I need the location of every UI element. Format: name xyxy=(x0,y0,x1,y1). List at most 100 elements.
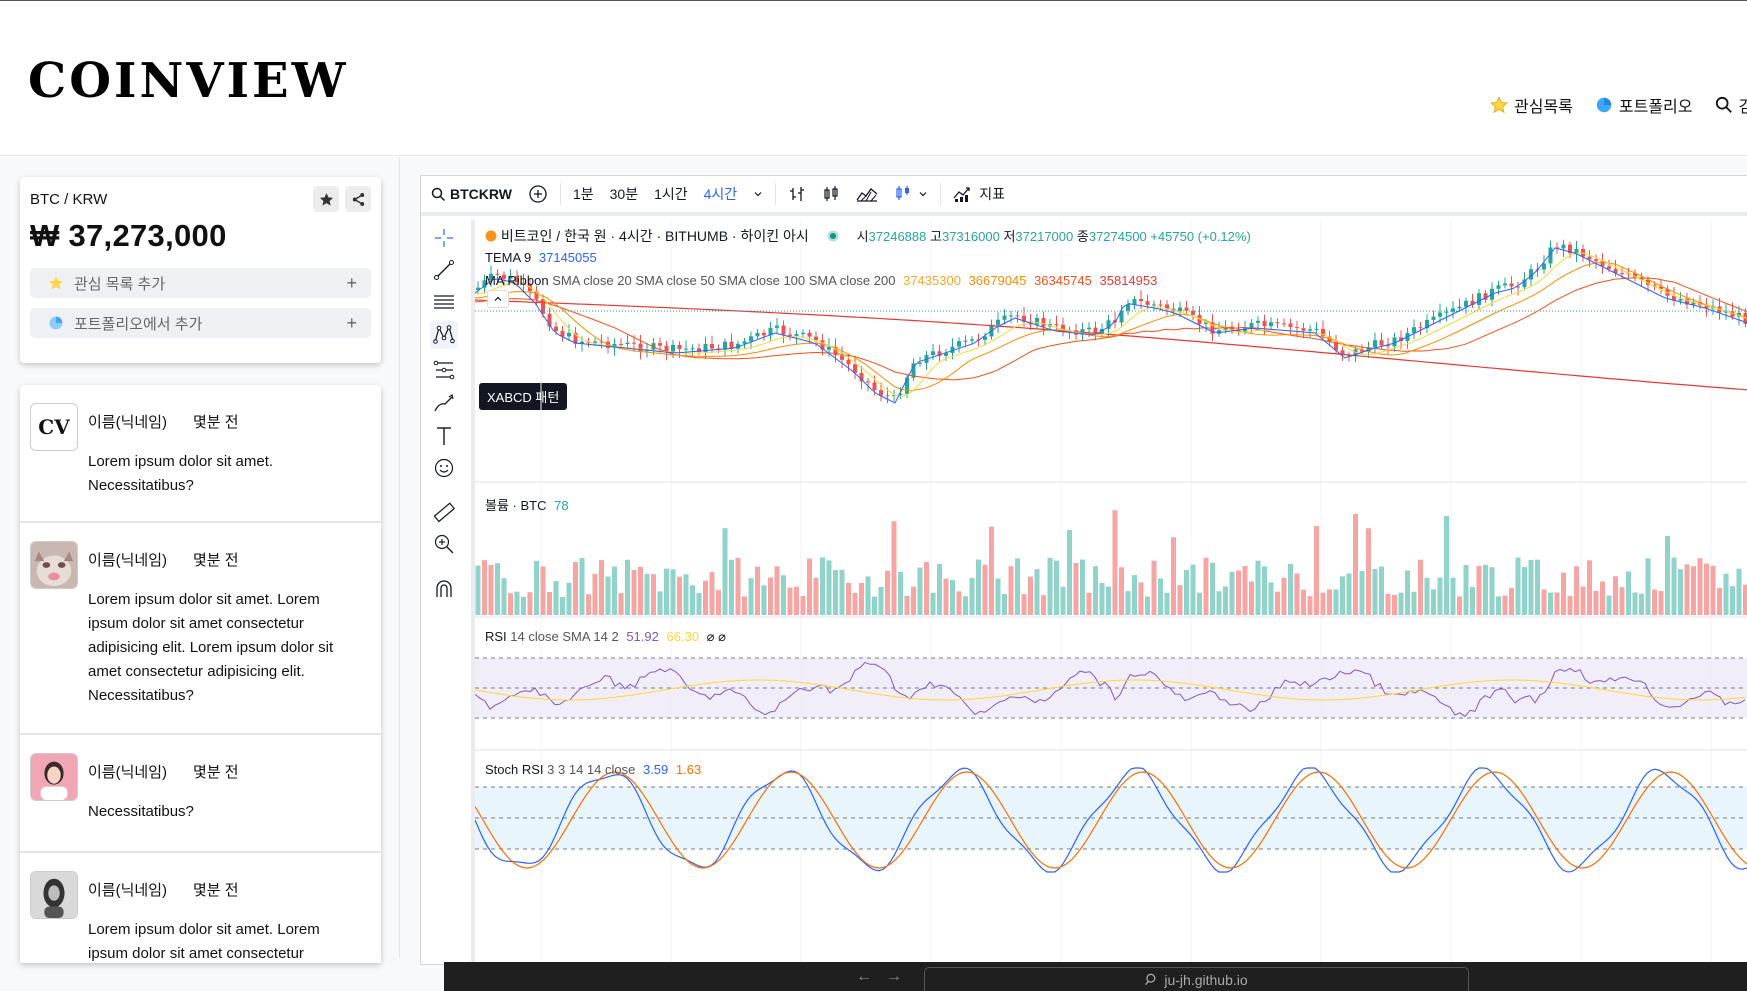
volume-bar xyxy=(1340,576,1345,615)
candle-body xyxy=(638,343,643,352)
interval-1h[interactable]: 1시간 xyxy=(654,186,688,202)
compare-button[interactable] xyxy=(520,184,556,204)
interval-4h[interactable]: 4시간 xyxy=(703,186,738,202)
post-author[interactable]: 이름(닉네임) xyxy=(88,414,167,431)
favorite-button[interactable] xyxy=(313,186,339,212)
volume-bar xyxy=(1015,558,1020,615)
browser-nav-arrows[interactable]: ←→ xyxy=(856,968,916,985)
add-circle-icon xyxy=(529,185,547,203)
volume-bar xyxy=(1541,589,1547,615)
candle-style-button[interactable] xyxy=(814,185,848,203)
chart-canvas[interactable] xyxy=(474,220,1747,965)
emoji-tool[interactable] xyxy=(430,454,458,482)
avatar[interactable] xyxy=(30,541,78,589)
symbol-search[interactable]: BTCKRW xyxy=(421,186,520,202)
window-top-border xyxy=(0,0,1747,1)
projection-tool[interactable] xyxy=(430,356,458,384)
brush-tool[interactable] xyxy=(430,390,458,418)
candle-body xyxy=(1613,268,1618,274)
candle-body xyxy=(502,274,506,279)
volume-bar xyxy=(1665,535,1670,615)
zoom-tool[interactable] xyxy=(430,530,458,558)
nav-portfolio-label: 포트폴리오 xyxy=(1618,99,1693,116)
volume-bar xyxy=(1333,589,1339,615)
ma-ribbon-legend[interactable]: MA Ribbon SMA close 20 SMA close 50 SMA … xyxy=(485,273,1157,288)
feed-post[interactable]: 이름(닉네임) 몇분 전 Necessitatibus? xyxy=(20,735,381,853)
avatar[interactable]: CV xyxy=(30,403,78,451)
candle-body xyxy=(632,342,636,344)
interval-dropdown[interactable] xyxy=(745,189,771,199)
pattern-tool[interactable] xyxy=(430,321,458,349)
symbol-label: BTCKRW xyxy=(450,186,512,202)
bar-style-button[interactable] xyxy=(780,185,814,203)
candle-body xyxy=(840,355,844,360)
volume-bar xyxy=(917,567,923,615)
nav-watchlist[interactable]: 관심목록 xyxy=(1490,93,1573,117)
volume-bar xyxy=(1561,572,1566,615)
plus-icon[interactable]: + xyxy=(346,272,357,293)
share-button[interactable] xyxy=(345,186,371,212)
add-to-portfolio-row[interactable]: 포트폴리오에서 추가 + xyxy=(30,308,371,338)
volume-bar xyxy=(1450,577,1456,615)
avatar[interactable] xyxy=(30,871,78,919)
site-logo[interactable]: COINVIEW xyxy=(28,53,349,109)
fib-tool[interactable] xyxy=(430,288,458,316)
candle-body xyxy=(612,343,617,348)
pie-chart-icon xyxy=(1596,97,1612,113)
indicators-button[interactable]: 지표 xyxy=(945,184,1013,204)
post-author[interactable]: 이름(닉네임) xyxy=(88,764,167,781)
candle-body xyxy=(1399,337,1403,342)
rsi-legend[interactable]: RSI 14 close SMA 14 2 51.92 66.30 ⌀ ⌀ xyxy=(485,629,726,645)
volume-bar xyxy=(1216,591,1222,615)
post-author[interactable]: 이름(닉네임) xyxy=(88,552,167,569)
area-style-button[interactable] xyxy=(848,185,886,203)
trend-line-icon xyxy=(434,260,454,280)
tema-legend[interactable]: TEMA 9 37145055 xyxy=(485,250,597,265)
heikin-ashi-button[interactable] xyxy=(886,185,936,203)
post-author[interactable]: 이름(닉네임) xyxy=(88,882,167,899)
trend-line-tool[interactable] xyxy=(430,256,458,284)
feed-post[interactable]: 이름(닉네임) 몇분 전 Lorem ipsum dolor sit amet. … xyxy=(20,853,381,963)
volume-bar xyxy=(1736,568,1742,615)
candle-body xyxy=(749,336,753,342)
feed-post[interactable]: 이름(닉네임) 몇분 전 Lorem ipsum dolor sit amet. … xyxy=(20,523,381,735)
interval-1m[interactable]: 1분 xyxy=(572,186,594,202)
interval-30m[interactable]: 30분 xyxy=(609,186,639,202)
volume-bar xyxy=(573,562,578,615)
ma50-line xyxy=(474,261,1747,391)
nav-portfolio[interactable]: 포트폴리오 xyxy=(1595,93,1693,117)
candle-body xyxy=(515,276,519,283)
add-to-watchlist-row[interactable]: 관심 목록 추가 + xyxy=(30,268,371,298)
volume-bar xyxy=(1034,569,1040,615)
volume-bar xyxy=(1073,563,1079,615)
volume-bar xyxy=(1392,594,1397,615)
candle-body xyxy=(1204,322,1208,324)
magnet-tool[interactable] xyxy=(430,575,458,603)
volume-bar xyxy=(1379,566,1384,615)
magnet-icon xyxy=(436,580,452,597)
feed-post[interactable]: CV 이름(닉네임) 몇분 전 Lorem ipsum dolor sit ame… xyxy=(20,385,381,523)
volume-bar xyxy=(560,596,565,615)
crosshair-tool[interactable] xyxy=(430,224,458,252)
plus-icon[interactable]: + xyxy=(346,312,357,333)
crosshair-icon xyxy=(435,229,453,247)
text-tool[interactable] xyxy=(430,422,458,450)
candle-body xyxy=(1373,340,1377,348)
candle-body xyxy=(1126,304,1130,311)
candle-body xyxy=(1503,283,1507,286)
volume-bar xyxy=(787,587,793,615)
stoch-rsi-legend[interactable]: Stoch RSI 3 3 14 14 close 3.59 1.63 xyxy=(485,762,701,777)
volume-bar xyxy=(690,585,695,615)
community-feed: CV 이름(닉네임) 몇분 전 Lorem ipsum dolor sit ame… xyxy=(20,385,381,963)
measure-tool[interactable] xyxy=(430,498,458,526)
candle-body xyxy=(1041,318,1046,327)
candle-body xyxy=(651,343,656,350)
collapse-legend-button[interactable] xyxy=(487,290,509,308)
volume-legend[interactable]: 볼륨 · BTC 78 xyxy=(485,495,569,514)
volume-bar xyxy=(950,579,955,615)
brush-icon xyxy=(434,394,454,412)
candle-body xyxy=(677,344,682,350)
address-bar[interactable]: ju-jh.github.io xyxy=(924,967,1469,991)
avatar[interactable] xyxy=(30,753,78,801)
nav-search[interactable]: 검 xyxy=(1715,93,1747,117)
